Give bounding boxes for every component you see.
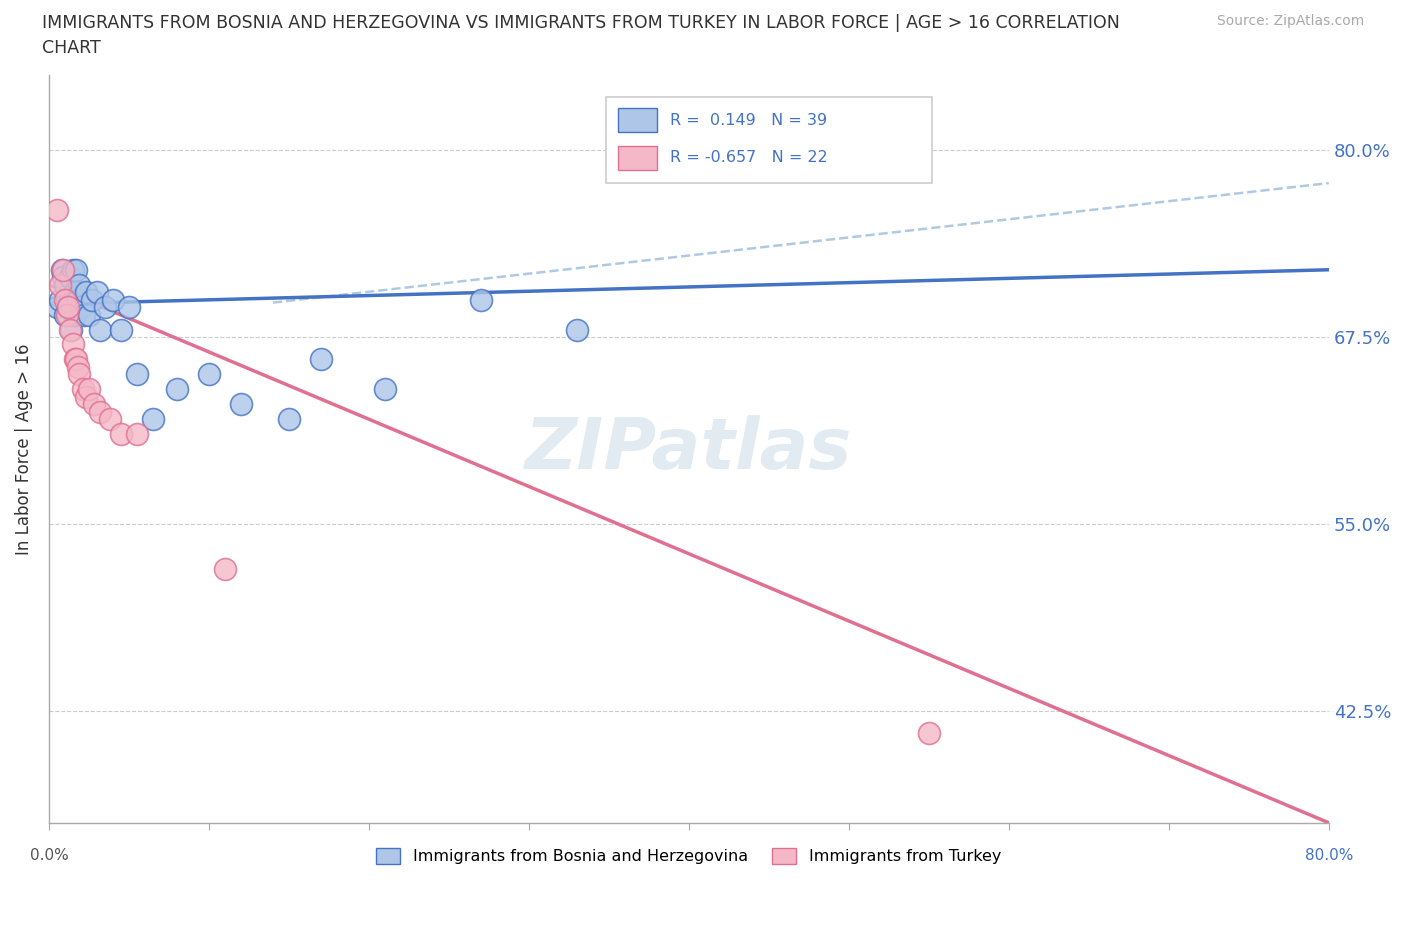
Point (918, 725, 941, 740)
Bar (619, 108, 657, 132)
Point (94, 299, 117, 314)
Point (60, 322, 83, 337)
Point (65, 352, 87, 366)
Point (73, 307, 96, 322)
Point (63, 352, 86, 366)
Point (214, 561, 236, 576)
Point (55, 307, 77, 322)
Point (125, 427, 148, 442)
Point (110, 427, 132, 442)
Point (229, 397, 252, 412)
Text: ZIPatlas: ZIPatlas (526, 415, 852, 484)
Point (75, 390, 97, 405)
Point (67, 277, 90, 292)
Legend: Immigrants from Bosnia and Herzegovina, Immigrants from Turkey: Immigrants from Bosnia and Herzegovina, … (370, 842, 1008, 870)
Point (56, 299, 79, 314)
Text: 0.0%: 0.0% (30, 848, 69, 863)
Text: Source: ZipAtlas.com: Source: ZipAtlas.com (1216, 14, 1364, 28)
Point (62, 299, 84, 314)
Point (77, 382, 100, 397)
Point (53, 292, 76, 307)
Point (374, 382, 396, 397)
Point (565, 322, 588, 337)
Point (59, 292, 82, 307)
Point (49, 292, 72, 307)
Point (65, 262, 87, 277)
Point (67, 367, 90, 382)
Point (59, 322, 82, 337)
Point (62, 337, 84, 352)
Point (49, 277, 72, 292)
Point (59, 270, 82, 285)
Text: R =  0.149   N = 39: R = 0.149 N = 39 (669, 113, 827, 127)
Point (63, 307, 86, 322)
Point (309, 352, 332, 366)
Point (56, 299, 79, 314)
Point (75, 285, 97, 299)
Y-axis label: In Labor Force | Age > 16: In Labor Force | Age > 16 (15, 343, 32, 555)
Point (82, 292, 104, 307)
Point (89, 405, 111, 419)
Point (63, 285, 86, 299)
Point (98, 412, 121, 427)
Point (101, 292, 124, 307)
Point (46, 203, 69, 218)
Point (89, 322, 111, 337)
Text: R = -0.657   N = 22: R = -0.657 N = 22 (669, 150, 827, 166)
Point (66, 292, 89, 307)
Point (55, 292, 77, 307)
Point (72, 382, 94, 397)
Point (66, 360, 89, 375)
Point (166, 382, 188, 397)
Point (53, 307, 76, 322)
Bar (619, 146, 657, 169)
Point (77, 307, 100, 322)
Point (53, 277, 76, 292)
Point (470, 292, 492, 307)
Point (118, 299, 141, 314)
Point (86, 285, 108, 299)
Point (51, 262, 73, 277)
Point (62, 262, 84, 277)
Point (110, 322, 132, 337)
Text: IMMIGRANTS FROM BOSNIA AND HERZEGOVINA VS IMMIGRANTS FROM TURKEY IN LABOR FORCE : IMMIGRANTS FROM BOSNIA AND HERZEGOVINA V… (42, 14, 1121, 32)
Point (52, 270, 75, 285)
Point (198, 367, 221, 382)
Point (52, 262, 75, 277)
Text: 80.0%: 80.0% (1305, 848, 1353, 863)
Point (142, 412, 165, 427)
Point (278, 412, 301, 427)
Point (46, 299, 69, 314)
Text: CHART: CHART (42, 39, 101, 57)
Point (125, 367, 148, 382)
Point (83, 397, 105, 412)
Point (70, 299, 93, 314)
FancyBboxPatch shape (606, 97, 932, 183)
